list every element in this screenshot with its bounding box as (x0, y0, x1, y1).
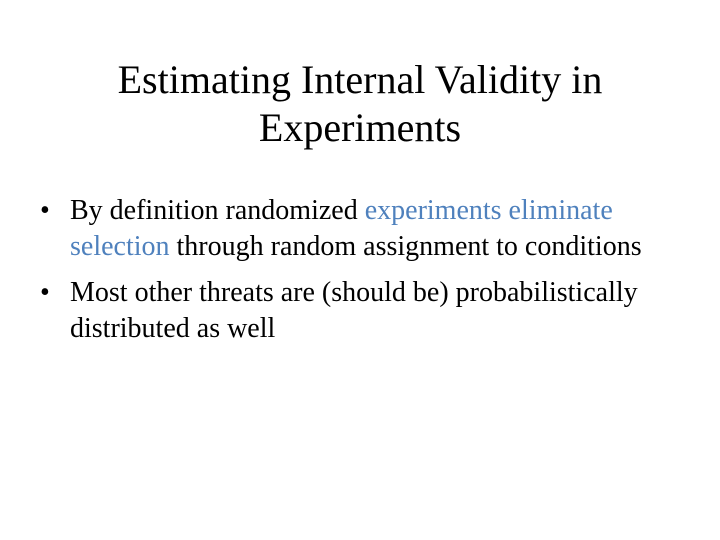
bullet-dot-icon: • (40, 277, 50, 308)
bullet-2-text: Most other threats are (should be) proba… (70, 277, 638, 344)
bullet-1-highlight: experiments eliminate selection (70, 195, 613, 262)
bullet-item-2: • Most other threats are (should be) pro… (40, 275, 690, 347)
bullet-1-text-after: through random assignment to conditions (169, 231, 642, 262)
bullet-1-text-before: By definition randomized (70, 195, 365, 226)
bullet-list: • By definition randomized experiments e… (40, 193, 690, 357)
slide-title: Estimating Internal Validity in Experime… (60, 56, 660, 152)
slide-title-line-1: Estimating Internal Validity in (117, 57, 603, 102)
slide-title-line-2: Experiments (258, 105, 462, 150)
bullet-item-1: • By definition randomized experiments e… (40, 193, 690, 265)
bullet-dot-icon: • (40, 195, 50, 226)
